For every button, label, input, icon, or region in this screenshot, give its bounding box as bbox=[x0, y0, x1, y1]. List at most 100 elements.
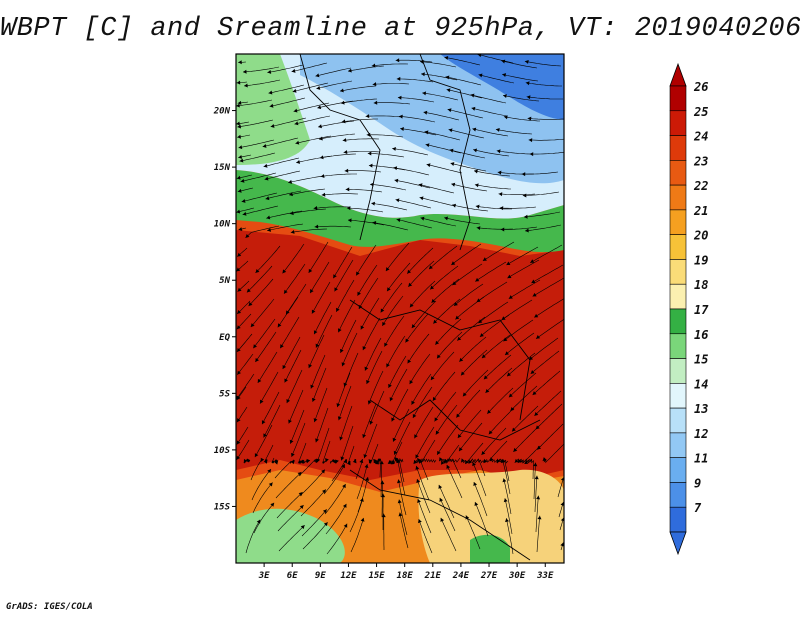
streamline bbox=[504, 498, 513, 535]
streamline-arrow bbox=[536, 335, 541, 339]
streamline-arrow bbox=[270, 502, 275, 507]
streamline bbox=[503, 95, 540, 102]
streamline bbox=[473, 149, 510, 157]
streamline-arrow bbox=[267, 227, 272, 232]
streamline-arrow bbox=[340, 100, 345, 105]
streamline bbox=[394, 179, 431, 189]
streamline-arrow bbox=[428, 265, 433, 270]
streamline-arrow bbox=[473, 482, 478, 487]
y-tick-label: 20N bbox=[213, 107, 231, 117]
streamline-arrow bbox=[537, 515, 542, 520]
streamline bbox=[524, 61, 562, 67]
streamline bbox=[241, 192, 278, 202]
streamline-arrow bbox=[236, 103, 240, 108]
colorbar-label: 22 bbox=[693, 179, 708, 193]
streamline-arrow bbox=[341, 119, 346, 124]
streamline bbox=[431, 278, 460, 304]
streamline bbox=[274, 459, 295, 479]
streamline bbox=[468, 458, 486, 477]
streamline-arrow bbox=[256, 519, 261, 524]
streamline bbox=[446, 89, 483, 99]
streamline-arrow bbox=[373, 458, 378, 463]
streamline-arrow bbox=[415, 454, 420, 459]
streamline bbox=[423, 111, 460, 121]
chart-title: WBPT [C] and Sreamline at 925hPa, VT: 20… bbox=[0, 14, 800, 44]
streamline-arrow bbox=[503, 115, 508, 120]
streamline bbox=[357, 476, 369, 513]
streamline bbox=[349, 497, 364, 533]
streamline bbox=[527, 118, 564, 120]
streamline bbox=[483, 354, 512, 380]
streamline bbox=[471, 107, 508, 117]
streamline-arrow bbox=[507, 372, 511, 377]
streamline-arrow bbox=[502, 478, 507, 483]
streamline-arrow bbox=[346, 461, 351, 466]
streamline bbox=[326, 523, 348, 555]
streamline-arrow bbox=[508, 393, 513, 398]
streamline bbox=[432, 371, 456, 401]
colorbar-segment bbox=[669, 383, 687, 409]
streamline bbox=[530, 244, 563, 263]
streamline bbox=[254, 424, 273, 458]
streamline-arrow bbox=[242, 211, 247, 216]
streamline bbox=[481, 427, 507, 456]
streamline-arrow bbox=[501, 316, 506, 320]
streamline bbox=[412, 386, 433, 419]
streamline bbox=[542, 443, 564, 464]
streamline-arrow bbox=[534, 313, 539, 318]
streamline bbox=[267, 223, 304, 231]
streamline-arrow bbox=[289, 192, 293, 197]
streamline-arrow bbox=[236, 209, 241, 214]
streamline bbox=[429, 265, 459, 290]
streamline bbox=[526, 96, 563, 100]
streamline bbox=[530, 350, 560, 375]
streamline bbox=[397, 97, 435, 103]
streamline bbox=[302, 522, 328, 550]
streamline bbox=[459, 336, 487, 362]
streamline-arrow bbox=[237, 370, 241, 375]
streamline bbox=[438, 484, 455, 519]
streamline bbox=[445, 76, 482, 86]
streamline-arrow bbox=[421, 72, 425, 77]
streamline bbox=[488, 407, 515, 435]
streamline bbox=[311, 281, 331, 314]
streamline-arrow bbox=[362, 434, 367, 438]
streamline bbox=[253, 502, 275, 534]
streamline-arrow bbox=[435, 340, 440, 345]
streamline-arrow bbox=[236, 455, 241, 460]
y-tick-label: 15N bbox=[214, 163, 231, 173]
streamline-arrow bbox=[425, 143, 430, 148]
streamline bbox=[458, 422, 483, 452]
streamline bbox=[317, 100, 354, 109]
streamline-arrow bbox=[347, 218, 352, 223]
streamline-arrow bbox=[339, 436, 344, 441]
streamline bbox=[238, 139, 275, 149]
streamline bbox=[275, 471, 302, 499]
colorbar-segment bbox=[669, 184, 687, 211]
streamline-arrow bbox=[397, 95, 402, 100]
streamline-arrow bbox=[458, 447, 463, 452]
colorbar-segment bbox=[669, 407, 687, 434]
streamline-arrow bbox=[524, 59, 529, 64]
streamline bbox=[422, 92, 459, 101]
streamline-arrow bbox=[536, 495, 541, 500]
streamline-arrow bbox=[496, 458, 501, 463]
streamline-arrow bbox=[472, 127, 477, 132]
streamline bbox=[400, 128, 437, 136]
streamline-arrow bbox=[367, 151, 372, 156]
streamline bbox=[339, 405, 353, 441]
streamline-arrow bbox=[321, 192, 326, 197]
streamline bbox=[380, 282, 403, 313]
streamline bbox=[433, 298, 461, 324]
streamline-arrow bbox=[266, 215, 271, 220]
streamline bbox=[240, 172, 277, 182]
streamline bbox=[315, 67, 352, 77]
streamline-arrow bbox=[393, 166, 398, 171]
streamline bbox=[336, 372, 351, 408]
y-tick-label: EQ bbox=[219, 333, 230, 343]
streamline bbox=[503, 116, 541, 122]
streamline-arrow bbox=[291, 452, 295, 457]
streamline bbox=[528, 138, 564, 141]
streamline-arrow bbox=[245, 233, 250, 238]
streamline-arrow bbox=[439, 497, 444, 502]
